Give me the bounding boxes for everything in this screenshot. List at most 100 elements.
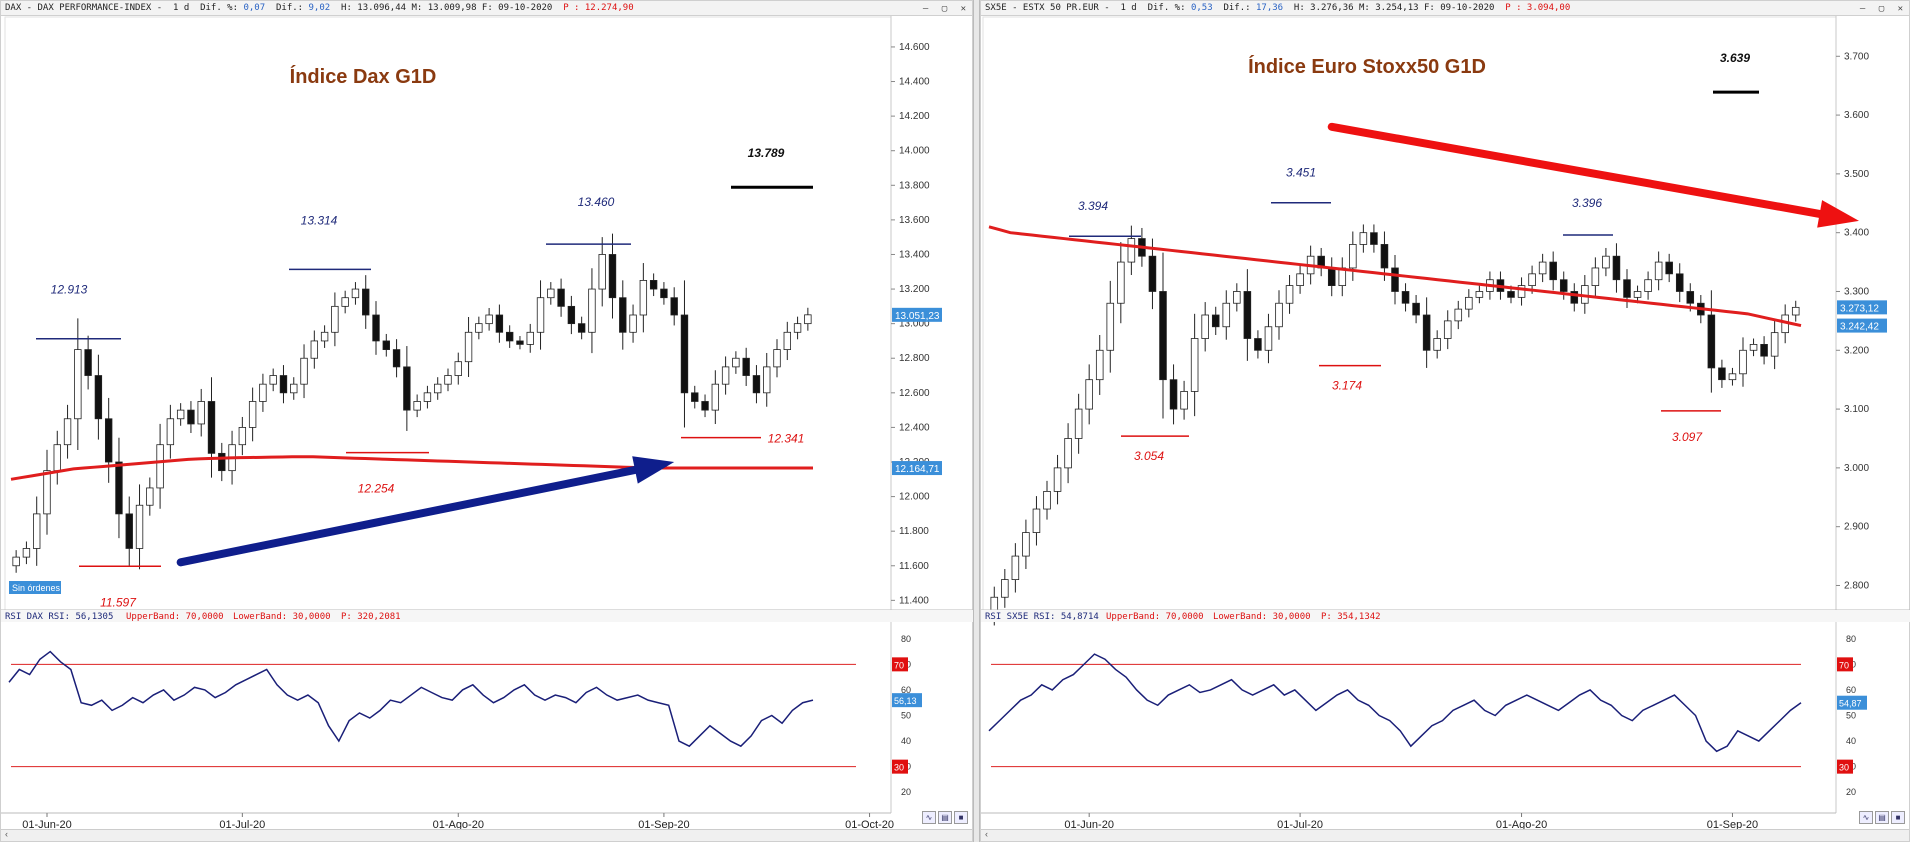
price-tick-label: 13.200 bbox=[899, 284, 930, 295]
candle-body bbox=[22, 548, 31, 558]
save-icon[interactable]: ▤ bbox=[938, 811, 952, 824]
candle-body bbox=[557, 288, 565, 307]
candle-body bbox=[1264, 326, 1273, 351]
candle-body bbox=[1791, 306, 1800, 316]
x-tick-label: 01-Jul-20 bbox=[1277, 819, 1323, 831]
candle-body bbox=[567, 305, 576, 325]
sx5e-diffpct-label: Dif. %: bbox=[1147, 3, 1186, 13]
candle-body bbox=[598, 254, 606, 290]
rsi-upper-tag-label: 70 bbox=[1839, 660, 1849, 670]
candle-body bbox=[1127, 238, 1136, 263]
candle-body bbox=[1022, 532, 1030, 557]
sx5e-window-buttons[interactable]: – ▢ ✕ bbox=[1859, 4, 1907, 14]
candle-body bbox=[1623, 279, 1631, 298]
candle-body bbox=[763, 366, 771, 394]
price-tag-box bbox=[892, 307, 942, 322]
price-tag-box bbox=[1837, 300, 1887, 315]
dax-chart-svg: 11.40011.60011.80012.00012.20012.40012.6… bbox=[1, 16, 974, 831]
dax-tool-icons: ∿ ▤ ■ bbox=[920, 807, 968, 825]
candle-body bbox=[166, 418, 175, 446]
candle-body bbox=[43, 470, 51, 515]
candle-body bbox=[248, 401, 257, 428]
candle-body bbox=[423, 392, 432, 402]
candle-body bbox=[362, 288, 370, 316]
trend-arrow-head bbox=[632, 456, 675, 484]
candle-body bbox=[279, 375, 288, 394]
candle-body bbox=[1169, 379, 1178, 410]
sx5e-tool-icons: ∿ ▤ ■ bbox=[1857, 807, 1905, 825]
candle-body bbox=[1433, 338, 1441, 351]
rsi-upper-label: UpperBand: 70,0000 bbox=[1106, 612, 1204, 622]
candle-body bbox=[259, 383, 267, 402]
dax-window-buttons[interactable]: – ▢ ✕ bbox=[922, 4, 970, 14]
price-tick-label: 14.400 bbox=[899, 77, 930, 88]
price-tick-label: 3.300 bbox=[1844, 286, 1869, 297]
level-label: 12.913 bbox=[51, 283, 88, 297]
level-label: 3.097 bbox=[1672, 430, 1703, 444]
chart-title: Índice Dax G1D bbox=[290, 65, 437, 88]
chart-tool-icon[interactable]: ∿ bbox=[1859, 811, 1873, 824]
candle-body bbox=[577, 323, 586, 333]
orders-badge bbox=[9, 581, 61, 594]
candle-body bbox=[1233, 291, 1241, 304]
candle-body bbox=[1612, 255, 1621, 281]
candle-body bbox=[649, 280, 658, 290]
candle-body bbox=[207, 401, 216, 454]
candle-body bbox=[1675, 273, 1684, 292]
sx5e-chart-svg: 2.800 2.900 3.000 3.100 3.200 3.300 3.400 3.500… bbox=[981, 16, 1910, 831]
candle-body bbox=[1770, 332, 1779, 357]
scroll-left-icon[interactable]: ‹ bbox=[985, 829, 988, 839]
rsi-tick-label: 20 bbox=[901, 787, 911, 797]
close-icon[interactable]: ■ bbox=[1891, 811, 1905, 824]
candle-body bbox=[464, 331, 473, 363]
candle-body bbox=[1443, 320, 1452, 339]
rsi-lower-tag-label: 30 bbox=[1839, 763, 1849, 773]
candle-body bbox=[94, 375, 103, 420]
price-tag-label: 3.273,12 bbox=[1840, 303, 1879, 314]
moving-average-line bbox=[988, 225, 1802, 328]
candle-body bbox=[434, 383, 442, 394]
candle-body bbox=[516, 340, 524, 345]
price-tick-label: 11.800 bbox=[899, 526, 929, 537]
rsi-header-bg bbox=[981, 610, 1910, 622]
price-tick-label: 14.200 bbox=[899, 111, 930, 122]
price-tick-label: 12.600 bbox=[899, 388, 930, 399]
price-tick-label: 3.000 bbox=[1844, 463, 1869, 474]
price-tick-label: 2.900 bbox=[1844, 522, 1869, 533]
price-tick-label: 11.600 bbox=[899, 561, 929, 572]
candle-body bbox=[1148, 255, 1157, 292]
candle-body bbox=[1465, 296, 1473, 310]
candle-body bbox=[351, 288, 360, 299]
x-tick-label: 01-Ago-20 bbox=[1496, 819, 1547, 831]
rsi-lower-tag bbox=[892, 759, 908, 774]
candle-body bbox=[341, 297, 349, 307]
close-icon[interactable]: ■ bbox=[954, 811, 968, 824]
x-tick-label: 01-Oct-20 bbox=[845, 819, 894, 831]
chart-tool-icon[interactable]: ∿ bbox=[922, 811, 936, 824]
sx5e-diff-label: Dif.: bbox=[1223, 3, 1251, 13]
scroll-left-icon[interactable]: ‹ bbox=[5, 829, 8, 839]
trend-arrow-head bbox=[1817, 200, 1859, 228]
x-tick-label: 01-Sep-20 bbox=[638, 819, 689, 831]
candle-body bbox=[711, 383, 720, 411]
rsi-p-label: P: 354,1342 bbox=[1321, 612, 1381, 622]
candle-body bbox=[752, 375, 761, 394]
candle-body bbox=[1327, 267, 1336, 286]
rsi-tick-label: 50 bbox=[901, 711, 911, 721]
rsi-current-tag-label: 54,87 bbox=[1839, 699, 1862, 709]
sx5e-scrollbar[interactable]: ‹ bbox=[981, 829, 1909, 841]
candle-body bbox=[1011, 555, 1020, 581]
price-tick-label: 11.400 bbox=[899, 595, 929, 606]
panel-splitter[interactable] bbox=[973, 0, 980, 842]
orders-badge-label: Sin órdenes bbox=[12, 583, 61, 593]
sx5e-p: P : 3.094,00 bbox=[1505, 3, 1571, 13]
level-label: 12.254 bbox=[358, 482, 395, 496]
price-tick-label: 14.600 bbox=[899, 42, 930, 53]
candle-body bbox=[454, 361, 462, 376]
save-icon[interactable]: ▤ bbox=[1875, 811, 1889, 824]
candle-body bbox=[146, 487, 154, 506]
dax-scrollbar[interactable]: ‹ bbox=[1, 829, 972, 841]
candle-body bbox=[629, 314, 637, 333]
candle-body bbox=[1422, 314, 1431, 351]
candle-body bbox=[1391, 267, 1399, 292]
